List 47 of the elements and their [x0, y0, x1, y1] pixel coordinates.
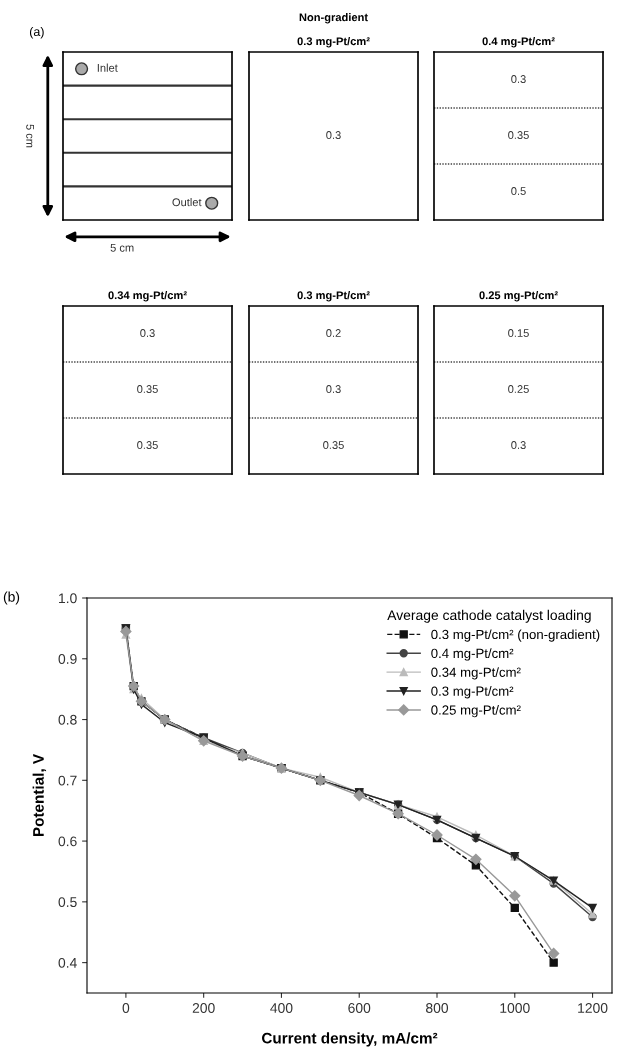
- text: 0.25 mg-Pt/cm²: [479, 291, 558, 302]
- y-tick-label: 0.4: [58, 957, 77, 968]
- x-tick-label: 600: [348, 1003, 371, 1013]
- text: 0.35: [137, 441, 158, 449]
- legend-title: Average cathode catalyst loading: [387, 609, 591, 623]
- y-tick-label: 0.7: [58, 775, 77, 786]
- text: 0.3: [511, 441, 526, 449]
- text: 0.3: [326, 131, 341, 139]
- legend-label: 0.3 mg-Pt/cm²: [431, 686, 514, 699]
- x-tick-label: 0: [122, 1003, 130, 1013]
- text: 0.3: [511, 75, 526, 83]
- text: 0.3: [140, 329, 155, 337]
- x-tick-label: 200: [192, 1003, 215, 1013]
- legend-label: 0.4 mg-Pt/cm²: [431, 648, 514, 661]
- text: Non-gradient: [299, 13, 368, 24]
- text: 0.3: [326, 385, 341, 393]
- text: 0.2: [326, 329, 341, 337]
- y-tick-label: 1.0: [59, 593, 77, 604]
- text: 5 cm: [26, 124, 34, 148]
- x-tick-label: 1000: [500, 1003, 530, 1013]
- legend-label: 0.3 mg-Pt/cm² (non-gradient): [431, 629, 600, 642]
- y-tick-label: 0.6: [58, 836, 77, 847]
- chart-title: (b): [3, 591, 20, 605]
- x-tick-label: 400: [270, 1003, 293, 1013]
- text: 0.3 mg-Pt/cm²: [297, 37, 370, 48]
- x-tick-label: 1200: [578, 1003, 608, 1013]
- text: Inlet: [97, 63, 118, 72]
- text: 0.25: [508, 385, 529, 393]
- legend-label: 0.25 mg-Pt/cm²: [431, 705, 521, 718]
- text: 0.35: [508, 131, 529, 139]
- y-tick-label: 0.5: [58, 897, 77, 908]
- text: 5 cm: [110, 243, 134, 252]
- text: 0.34 mg-Pt/cm²: [108, 291, 187, 302]
- text: 0.35: [323, 441, 344, 449]
- legend-label: 0.34 mg-Pt/cm²: [431, 667, 521, 680]
- text: 0.15: [508, 329, 529, 337]
- text: 0.5: [511, 187, 526, 195]
- x-tick-label: 800: [426, 1003, 449, 1013]
- y-axis-title: Potential, V: [32, 754, 47, 837]
- text: 0.4 mg-Pt/cm²: [482, 37, 555, 48]
- y-tick-label: 0.9: [58, 654, 77, 664]
- x-axis-title: Current density, mA/cm²: [261, 1032, 438, 1047]
- y-tick-label: 0.8: [58, 714, 77, 725]
- text: Outlet: [172, 198, 202, 207]
- text: (a): [29, 26, 44, 39]
- text: 0.3 mg-Pt/cm²: [297, 291, 370, 302]
- text: 0.35: [137, 385, 158, 393]
